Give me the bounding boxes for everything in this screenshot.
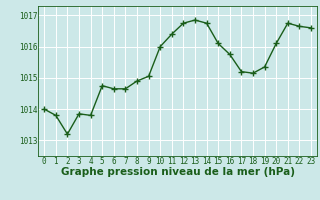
- X-axis label: Graphe pression niveau de la mer (hPa): Graphe pression niveau de la mer (hPa): [60, 167, 295, 177]
